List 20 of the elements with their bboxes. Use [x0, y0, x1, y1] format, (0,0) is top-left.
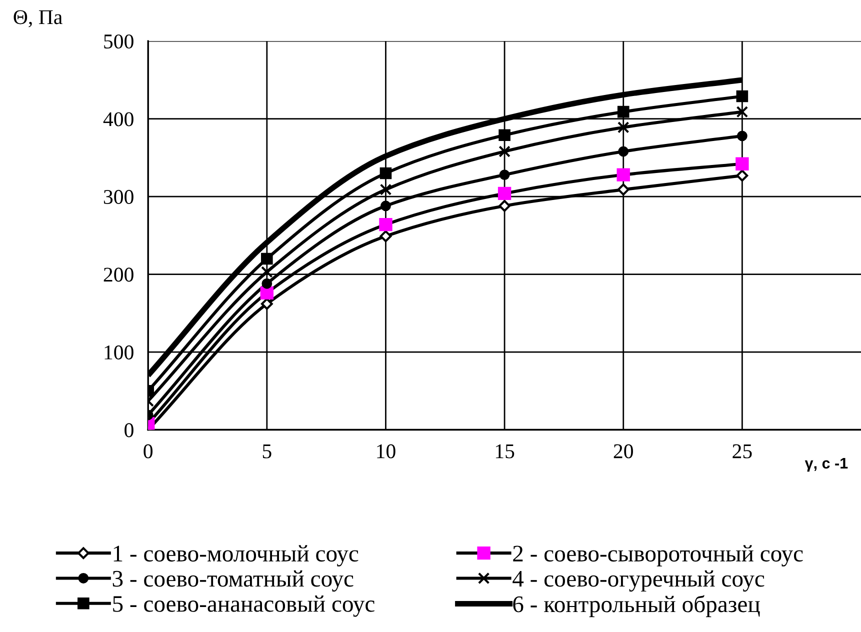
y-tick-label: 100 [104, 345, 134, 360]
x-tick-label: 5 [262, 444, 272, 458]
y-tick-label: 0 [124, 423, 134, 438]
x-tick-label: 15 [496, 444, 514, 458]
legend-label: 1 - соево-молочный соус [114, 545, 358, 566]
legend-label: 2 - соево-сывороточный соус [513, 545, 803, 566]
y-tick-label: 500 [104, 34, 134, 49]
y-tick-label: 300 [104, 190, 134, 204]
x-tick-label: 10 [377, 444, 396, 458]
x-tick-label: 20 [614, 444, 633, 458]
y-axis-title: Θ, Па [14, 10, 62, 28]
y-tick-label: 400 [103, 112, 134, 126]
legend-label: 6 - контрольный образец [513, 595, 760, 618]
x-tick-label: 0 [144, 444, 153, 458]
x-axis-title: γ, c -1 [804, 458, 848, 472]
x-tick-label: 25 [732, 444, 752, 458]
legend-label: 5 - соево-ананасовый соус [113, 596, 374, 617]
legend-label: 4 - соево-огуречный соус [512, 570, 764, 592]
y-tick-label: 200 [104, 268, 134, 282]
legend-label: 3 - соево-томатный соус [112, 570, 354, 592]
